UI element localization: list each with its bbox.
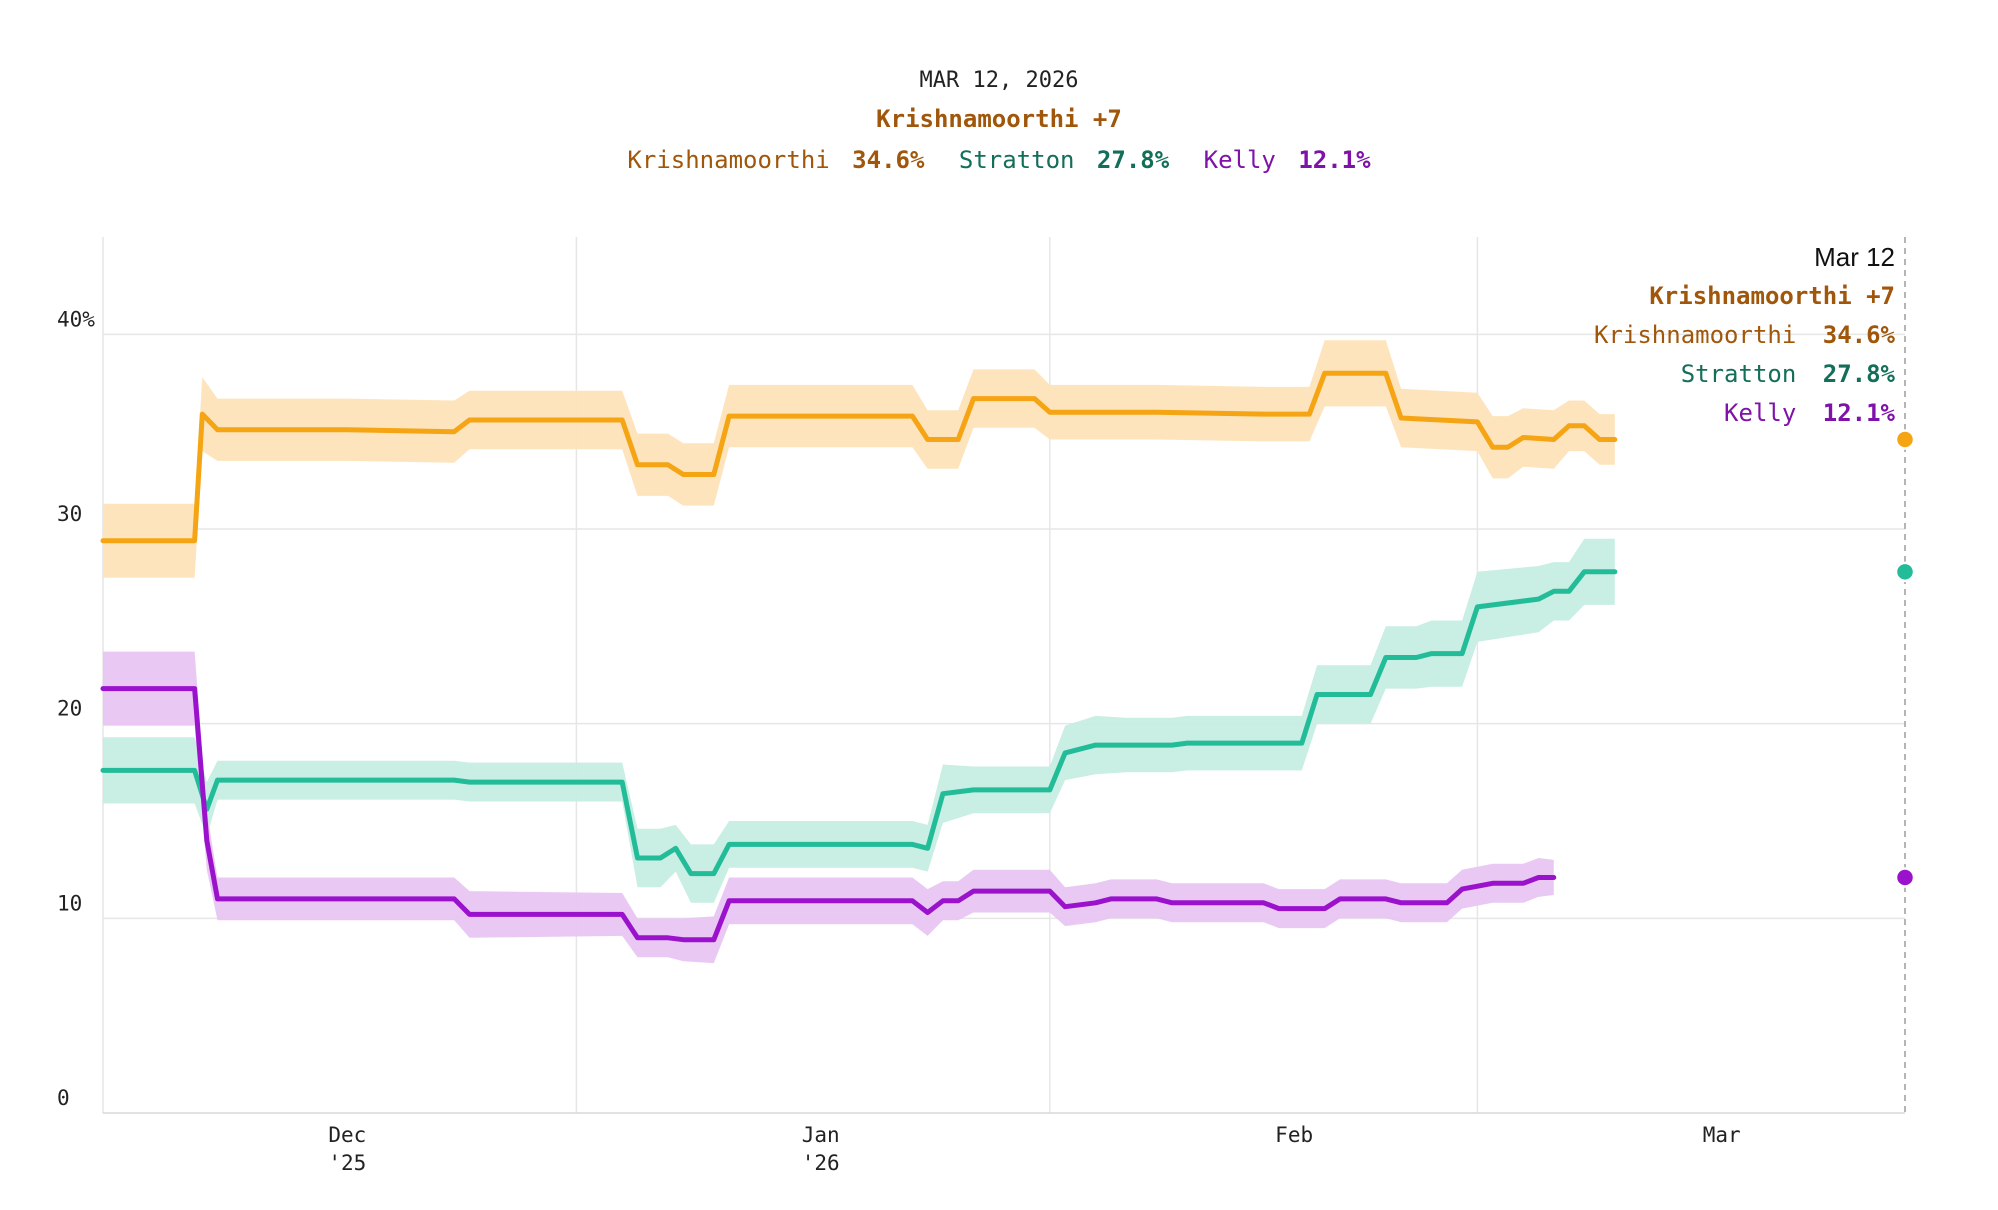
tooltip-value: 12.1% <box>1823 399 1896 427</box>
header-value-kelly: 12.1% <box>1298 146 1371 174</box>
header-date: MAR 12, 2026 <box>920 68 1079 93</box>
x-tick-label: Dec <box>328 1123 366 1147</box>
y-axis: 0 10 20 30 40% <box>57 307 95 1110</box>
header-candidates: Krishnamoorthi 34.6% Stratton 27.8% Kell… <box>627 146 1371 174</box>
gridlines <box>102 237 1905 1114</box>
end-dot-stratton <box>1894 561 1916 583</box>
tooltip-name: Krishnamoorthi <box>1594 321 1796 349</box>
end-dot-krishnamoorthi <box>1894 429 1916 450</box>
band-krishnamoorthi <box>103 340 1615 578</box>
header-leader: Krishnamoorthi +7 <box>876 105 1122 133</box>
x-tick-sublabel: '25 <box>328 1151 366 1175</box>
band-stratton <box>103 538 1615 903</box>
line-krishnamoorthi <box>100 370 1618 544</box>
band-kelly <box>103 651 1554 964</box>
y-tick-label: 10 <box>57 891 82 915</box>
header-name-stratton: Stratton <box>959 146 1075 174</box>
tooltip-value: 27.8% <box>1823 360 1896 388</box>
x-tick-label: Feb <box>1275 1123 1313 1147</box>
x-axis: Dec '25 Jan '26 Feb Mar <box>328 1123 1740 1175</box>
header-value-stratton: 27.8% <box>1097 146 1170 174</box>
x-tick-label: Mar <box>1703 1123 1741 1147</box>
y-tick-label: 0 <box>57 1086 70 1110</box>
uncertainty-bands <box>103 340 1615 964</box>
header-value-krishnamoorthi: 34.6% <box>852 146 925 174</box>
series-lines <box>100 370 1618 943</box>
header-name-kelly: Kelly <box>1204 146 1276 174</box>
header: MAR 12, 2026 Krishnamoorthi +7 Krishnamo… <box>627 68 1371 174</box>
y-tick-label: 40% <box>57 307 95 331</box>
tooltip-date: Mar 12 <box>1814 242 1895 272</box>
tooltip-name: Kelly <box>1724 399 1796 427</box>
line-kelly <box>100 686 1557 943</box>
x-tick-label: Jan <box>802 1123 840 1147</box>
tooltip-row-krishnamoorthi: Krishnamoorthi 34.6% <box>1594 321 1896 349</box>
tooltip: Mar 12 Krishnamoorthi +7 Krishnamoorthi … <box>1594 242 1896 427</box>
end-markers <box>1894 429 1916 888</box>
header-name-krishnamoorthi: Krishnamoorthi <box>627 146 829 174</box>
tooltip-value: 34.6% <box>1823 321 1896 349</box>
tooltip-leader: Krishnamoorthi +7 <box>1649 282 1895 310</box>
tooltip-name: Stratton <box>1681 360 1797 388</box>
y-tick-label: 20 <box>57 697 82 721</box>
tooltip-row-kelly: Kelly 12.1% <box>1724 399 1896 427</box>
y-tick-label: 30 <box>57 502 82 526</box>
tooltip-row-stratton: Stratton 27.8% <box>1681 360 1896 388</box>
end-dot-kelly <box>1894 867 1916 888</box>
x-tick-sublabel: '26 <box>802 1151 840 1175</box>
line-stratton <box>100 569 1618 877</box>
